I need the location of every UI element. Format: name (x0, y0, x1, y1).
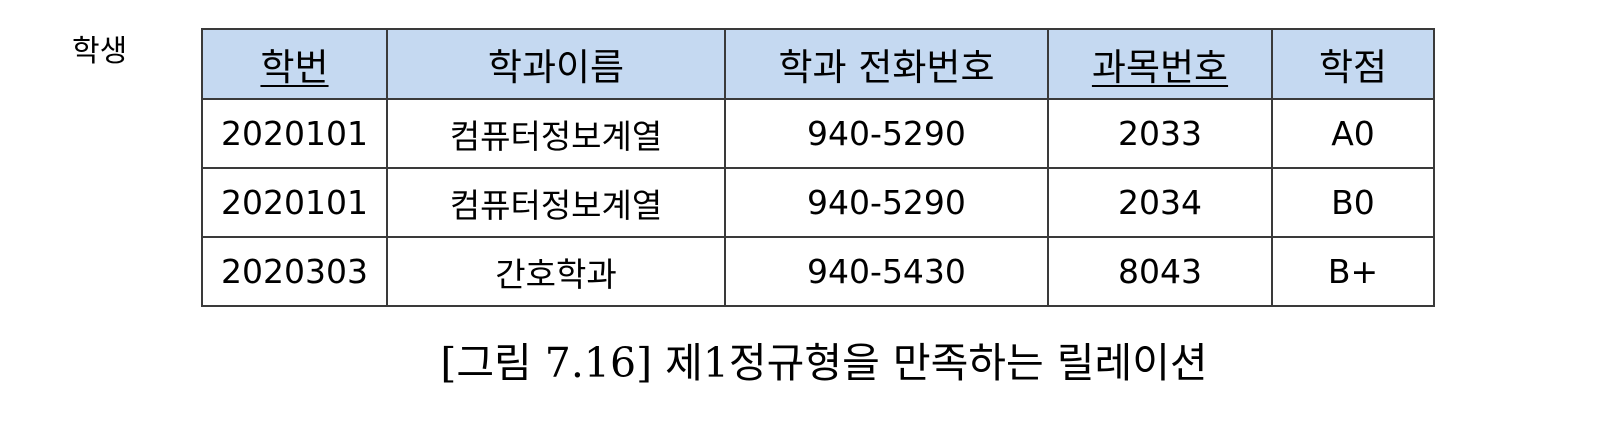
relation-name: 학생 (72, 34, 128, 69)
primary-key-label: 과목번호 (1091, 46, 1229, 89)
cell-dept-name: 간호학과 (386, 236, 726, 307)
relation-table: 학번 학과이름 학과 전화번호 과목번호 학점 2020101 컴퓨터정보계열 … (201, 28, 1435, 307)
cell-grade: B+ (1271, 236, 1435, 307)
column-header-dept-name: 학과이름 (386, 28, 726, 100)
cell-student-id: 2020101 (201, 167, 388, 238)
figure-caption: [그림 7.16] 제1정규형을 만족하는 릴레이션 (440, 339, 1208, 387)
table-row: 2020101 컴퓨터정보계열 940-5290 2034 B0 (201, 167, 1435, 238)
cell-dept-name: 컴퓨터정보계열 (386, 167, 726, 238)
column-header-student-id: 학번 (201, 28, 388, 100)
cell-student-id: 2020303 (201, 236, 388, 307)
column-header-grade: 학점 (1271, 28, 1435, 100)
table-header-row: 학번 학과이름 학과 전화번호 과목번호 학점 (201, 28, 1435, 100)
cell-dept-phone: 940-5290 (724, 98, 1049, 169)
cell-course-id: 2033 (1047, 98, 1273, 169)
cell-course-id: 8043 (1047, 236, 1273, 307)
cell-grade: B0 (1271, 167, 1435, 238)
cell-dept-phone: 940-5290 (724, 167, 1049, 238)
cell-course-id: 2034 (1047, 167, 1273, 238)
cell-dept-name: 컴퓨터정보계열 (386, 98, 726, 169)
cell-grade: A0 (1271, 98, 1435, 169)
table-row: 2020303 간호학과 940-5430 8043 B+ (201, 236, 1435, 307)
cell-dept-phone: 940-5430 (724, 236, 1049, 307)
primary-key-label: 학번 (260, 46, 329, 89)
column-header-course-id: 과목번호 (1047, 28, 1273, 100)
table-row: 2020101 컴퓨터정보계열 940-5290 2033 A0 (201, 98, 1435, 169)
column-header-dept-phone: 학과 전화번호 (724, 28, 1049, 100)
cell-student-id: 2020101 (201, 98, 388, 169)
